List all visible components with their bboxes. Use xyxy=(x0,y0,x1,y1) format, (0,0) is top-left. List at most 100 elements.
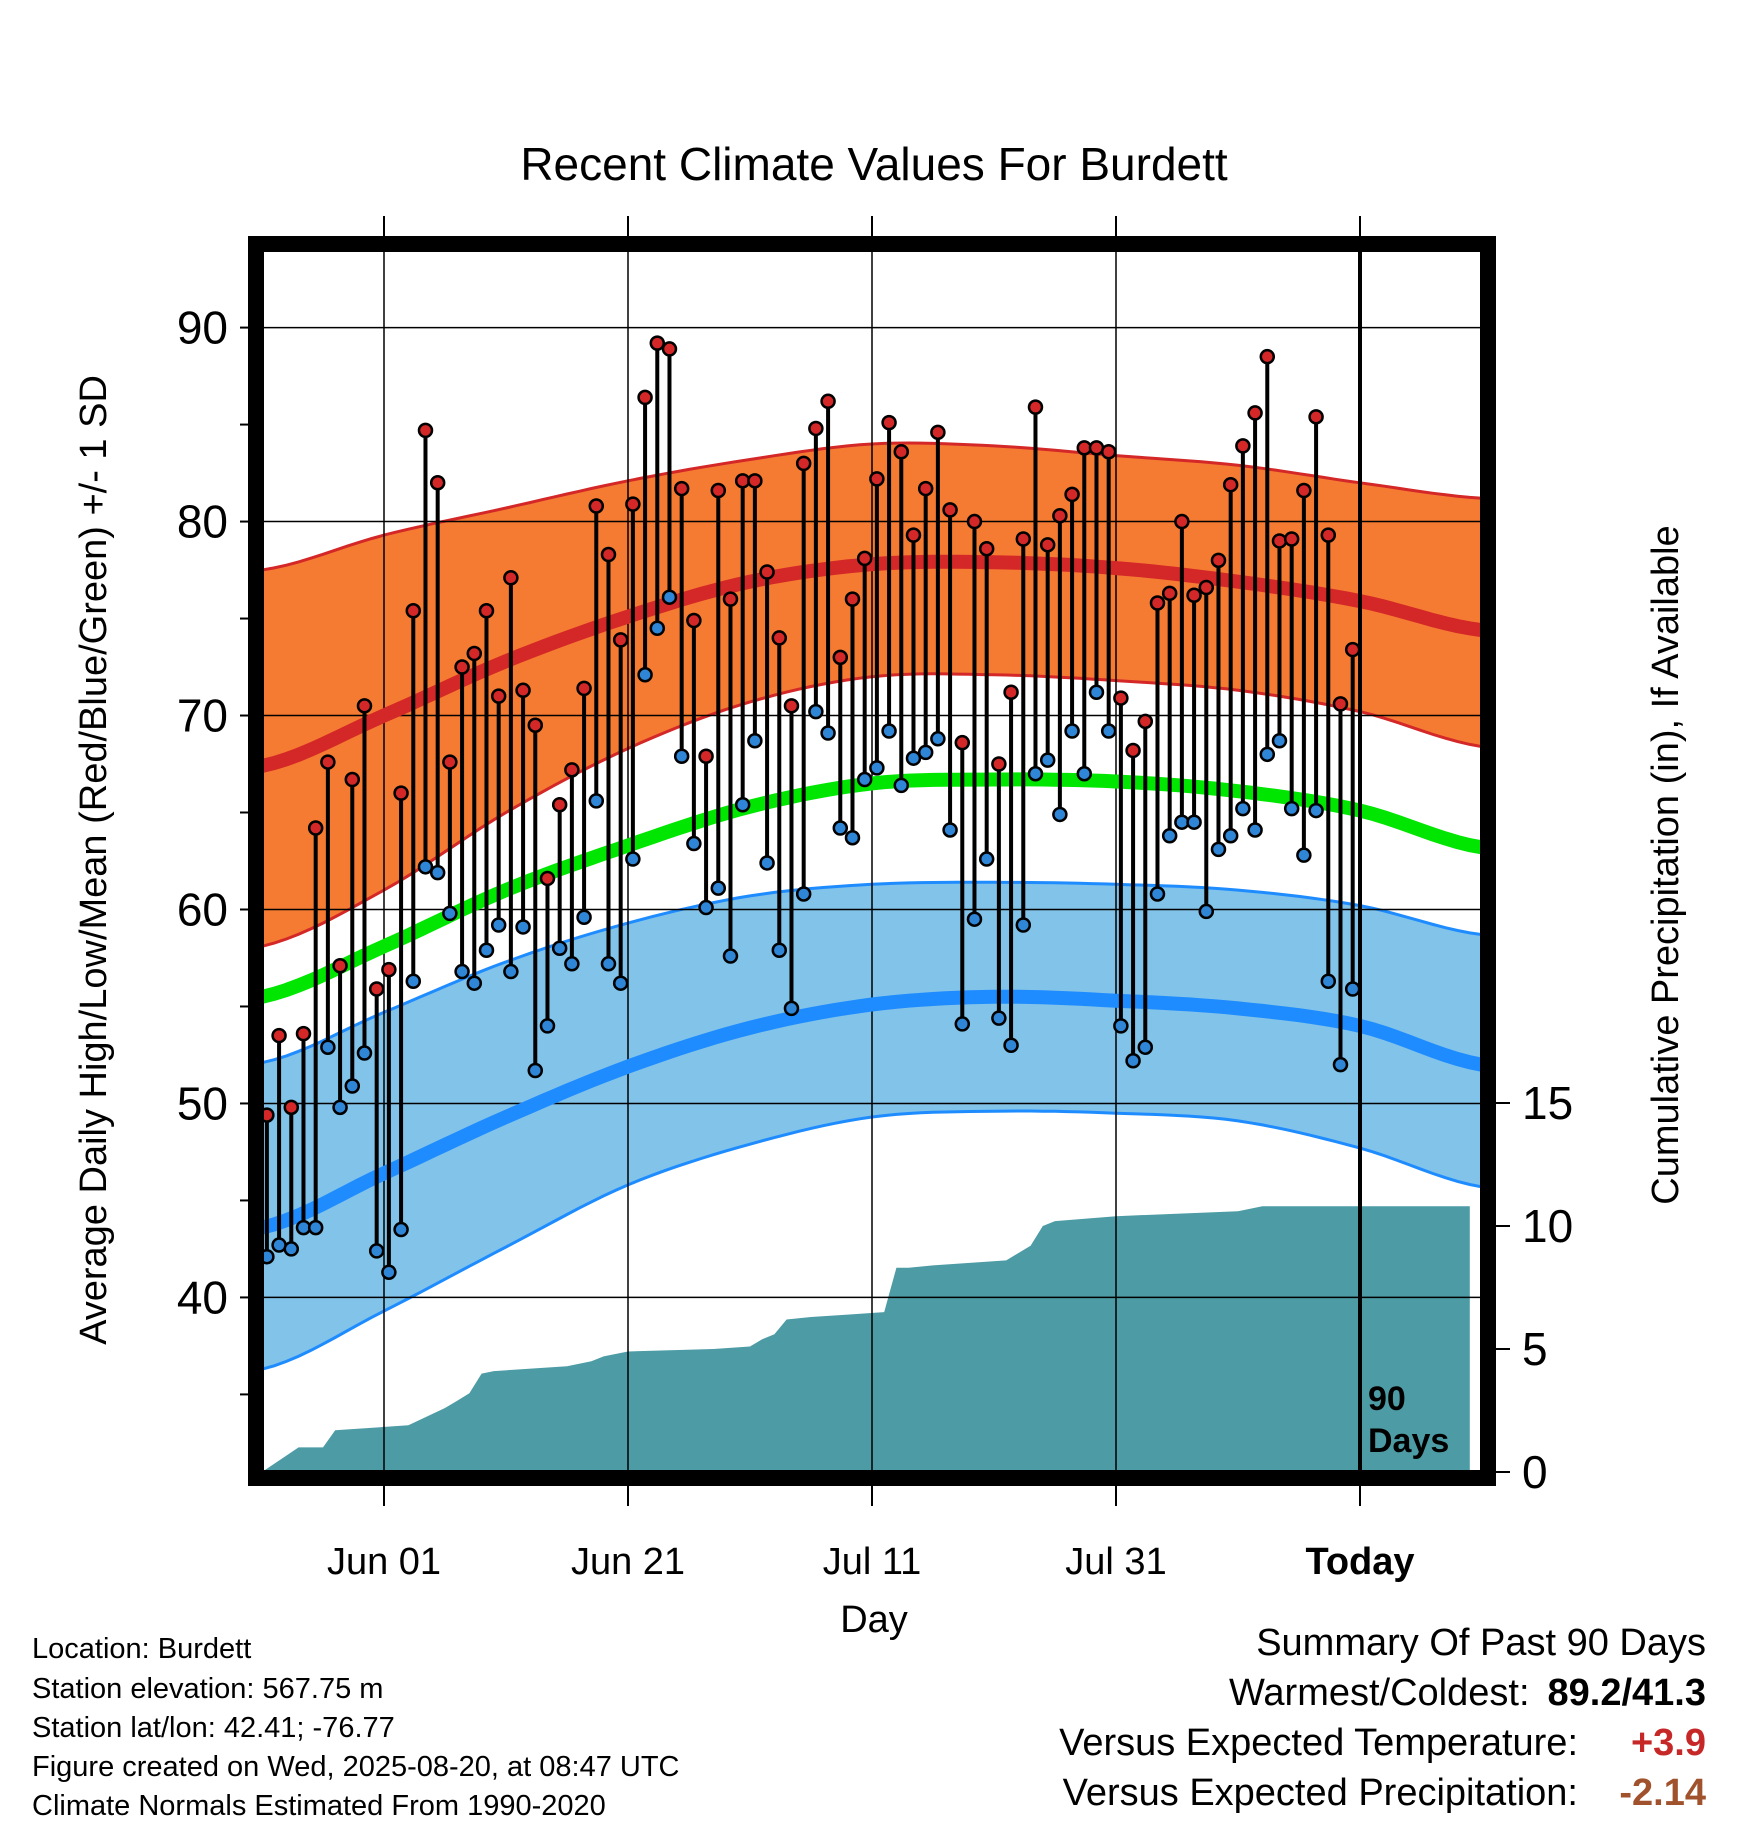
x-axis-label: Day xyxy=(840,1599,908,1641)
low-point-74 xyxy=(1161,828,1178,844)
low-point-69 xyxy=(1100,723,1117,739)
low-point-72 xyxy=(1137,1039,1154,1055)
high-point-83 xyxy=(1271,533,1288,549)
low-point-48 xyxy=(844,829,861,846)
high-point-17 xyxy=(466,645,483,662)
metadata-normals: Climate Normals Estimated From 1990-2020 xyxy=(32,1790,606,1822)
plot-frame xyxy=(248,236,1496,1486)
low-point-60 xyxy=(991,1010,1007,1026)
low-point-33 xyxy=(661,589,678,605)
low-point-26 xyxy=(576,909,592,926)
high-point-63 xyxy=(1027,399,1044,415)
high-point-52 xyxy=(893,443,910,460)
high-point-1 xyxy=(271,1027,287,1044)
plot-area: 90 Days xyxy=(262,250,1482,1472)
high-point-12 xyxy=(405,603,422,619)
low-point-32 xyxy=(649,620,666,636)
low-point-88 xyxy=(1332,1056,1349,1073)
high-point-13 xyxy=(417,422,434,439)
high-point-33 xyxy=(661,341,678,357)
high-point-81 xyxy=(1247,405,1263,421)
low-point-25 xyxy=(564,956,580,972)
summary-temperature-label: Versus Expected Temperature: xyxy=(1059,1722,1578,1764)
high-point-14 xyxy=(429,475,446,491)
cumulative-precipitation-area xyxy=(262,1206,1470,1472)
low-point-76 xyxy=(1186,814,1202,830)
low-point-15 xyxy=(442,905,458,922)
y2-axis-label: Cumulative Precipitation (in), If Availa… xyxy=(1645,525,1687,1204)
low-point-66 xyxy=(1064,723,1080,739)
high-point-61 xyxy=(1003,684,1019,700)
low-point-73 xyxy=(1149,886,1166,902)
low-point-55 xyxy=(930,731,946,747)
low-point-49 xyxy=(856,771,873,788)
low-point-24 xyxy=(551,940,568,957)
high-point-78 xyxy=(1210,552,1227,569)
low-point-2 xyxy=(283,1241,300,1257)
low-point-8 xyxy=(356,1045,373,1061)
high-point-0 xyxy=(262,1107,275,1123)
low-point-85 xyxy=(1296,847,1312,863)
high-point-51 xyxy=(881,414,897,431)
high-point-76 xyxy=(1186,587,1202,604)
low-point-21 xyxy=(515,919,531,935)
high-point-31 xyxy=(637,389,653,406)
low-point-11 xyxy=(393,1221,409,1238)
high-point-57 xyxy=(954,734,971,751)
low-point-59 xyxy=(978,851,995,867)
high-point-34 xyxy=(673,480,690,497)
x-tick-label-2: Jul 11 xyxy=(823,1541,922,1583)
x-tick-label-4: Today xyxy=(1305,1541,1414,1583)
low-point-12 xyxy=(405,973,422,990)
low-point-47 xyxy=(832,820,849,836)
y-tick-label-5: 90 xyxy=(177,302,228,354)
low-point-14 xyxy=(429,864,446,881)
high-point-73 xyxy=(1149,595,1166,611)
normal-low-line xyxy=(262,989,1482,1235)
low-point-43 xyxy=(783,1000,800,1017)
high-point-49 xyxy=(856,550,873,567)
plot-contents: 90 Days xyxy=(262,250,1482,1472)
y2-tick-label-3: 15 xyxy=(1522,1077,1573,1129)
high-point-19 xyxy=(490,688,507,704)
low-point-65 xyxy=(1052,806,1068,823)
high-point-37 xyxy=(710,482,727,499)
axes: 40 50 60 70 80 90 0 5 10 15 Jun 01 Jun 21 Jul 11 Jul … xyxy=(73,216,1687,1641)
low-point-42 xyxy=(771,942,788,958)
low-point-89 xyxy=(1344,981,1361,997)
low-point-56 xyxy=(942,822,958,838)
high-point-53 xyxy=(905,527,922,543)
high-point-8 xyxy=(356,698,373,714)
low-point-83 xyxy=(1271,732,1288,749)
low-point-18 xyxy=(478,942,495,958)
low-point-77 xyxy=(1198,903,1215,920)
summary-warmest-coldest-value: 89.2/41.3 xyxy=(1547,1672,1706,1714)
high-point-32 xyxy=(649,335,666,351)
low-point-22 xyxy=(527,1062,544,1079)
low-point-82 xyxy=(1259,746,1276,763)
low-point-40 xyxy=(747,732,763,749)
high-point-64 xyxy=(1039,537,1056,553)
high-point-21 xyxy=(515,682,531,699)
low-point-16 xyxy=(454,963,470,980)
high-point-23 xyxy=(539,870,556,887)
y2-tick-label-1: 5 xyxy=(1522,1323,1548,1375)
low-point-19 xyxy=(490,917,507,933)
summary-temperature-value: +3.9 xyxy=(1630,1722,1706,1764)
high-point-9 xyxy=(368,981,385,997)
summary-heading: Summary Of Past 90 Days xyxy=(1256,1622,1706,1664)
high-point-42 xyxy=(771,630,788,646)
low-point-58 xyxy=(966,911,983,927)
low-point-10 xyxy=(381,1264,397,1280)
summary-precipitation-label: Versus Expected Precipitation: xyxy=(1062,1772,1578,1814)
summary-warmest-coldest-label: Warmest/Coldest: xyxy=(1228,1672,1530,1714)
low-point-70 xyxy=(1113,1018,1129,1034)
high-point-89 xyxy=(1344,641,1361,658)
summary-precipitation-value: -2.14 xyxy=(1619,1772,1706,1814)
high-point-70 xyxy=(1113,690,1129,706)
metadata-latlon: Station lat/lon: 42.41; -76.77 xyxy=(32,1712,395,1744)
high-point-72 xyxy=(1137,713,1154,730)
summary-warmest-coldest: Warmest/Coldest: 89.2/41.3 xyxy=(1229,1672,1706,1715)
low-point-86 xyxy=(1308,802,1324,819)
high-point-47 xyxy=(832,649,849,666)
